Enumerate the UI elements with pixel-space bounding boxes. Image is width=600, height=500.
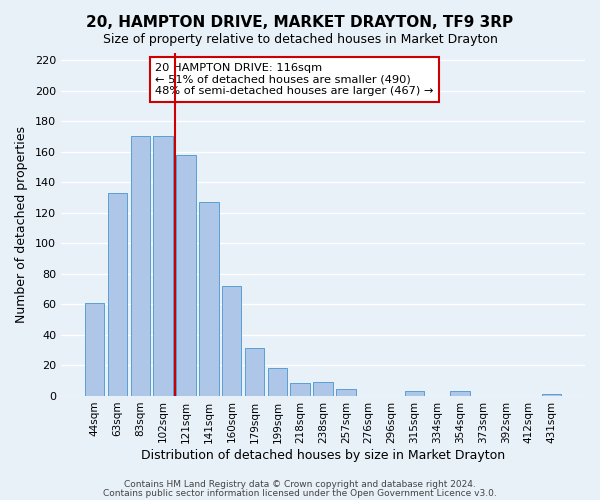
Bar — [85, 302, 104, 396]
Bar — [245, 348, 264, 396]
Bar — [313, 382, 333, 396]
Bar — [336, 390, 356, 396]
Bar — [451, 391, 470, 396]
Text: Contains HM Land Registry data © Crown copyright and database right 2024.: Contains HM Land Registry data © Crown c… — [124, 480, 476, 489]
Bar — [542, 394, 561, 396]
Bar — [222, 286, 241, 396]
Bar — [199, 202, 218, 396]
Bar — [290, 384, 310, 396]
Text: 20 HAMPTON DRIVE: 116sqm
← 51% of detached houses are smaller (490)
48% of semi-: 20 HAMPTON DRIVE: 116sqm ← 51% of detach… — [155, 63, 434, 96]
X-axis label: Distribution of detached houses by size in Market Drayton: Distribution of detached houses by size … — [141, 450, 505, 462]
Y-axis label: Number of detached properties: Number of detached properties — [15, 126, 28, 322]
Bar — [108, 193, 127, 396]
Text: 20, HAMPTON DRIVE, MARKET DRAYTON, TF9 3RP: 20, HAMPTON DRIVE, MARKET DRAYTON, TF9 3… — [86, 15, 514, 30]
Text: Size of property relative to detached houses in Market Drayton: Size of property relative to detached ho… — [103, 32, 497, 46]
Bar — [268, 368, 287, 396]
Bar — [131, 136, 150, 396]
Bar — [176, 154, 196, 396]
Text: Contains public sector information licensed under the Open Government Licence v3: Contains public sector information licen… — [103, 488, 497, 498]
Bar — [404, 391, 424, 396]
Bar — [154, 136, 173, 396]
